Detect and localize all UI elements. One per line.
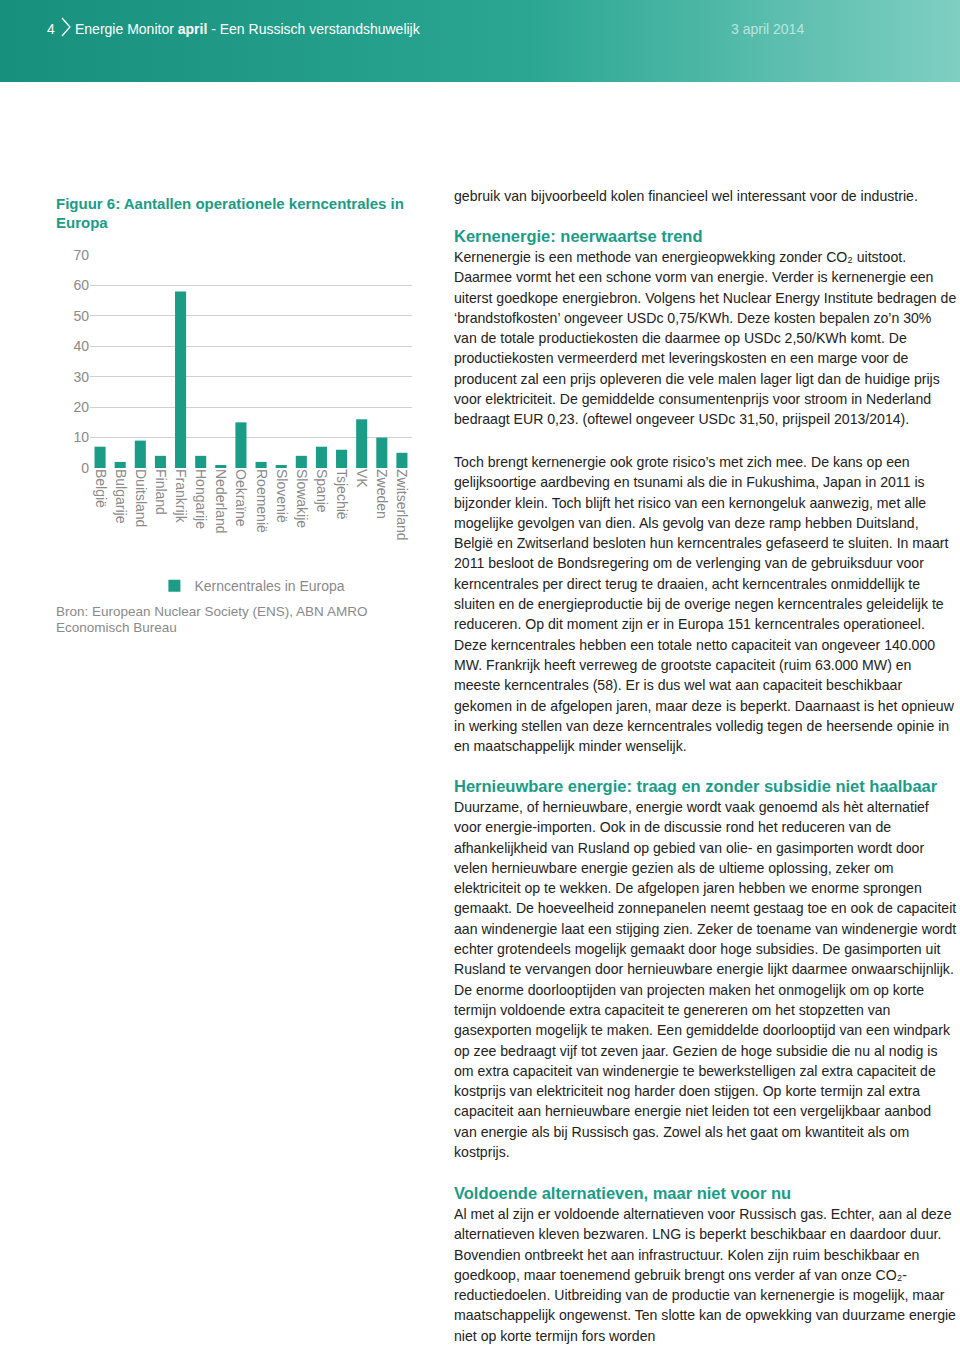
html-text:Hernieuwbare energie: traag en: Hernieuwbare energie: traag en zonder su…	[454, 777, 938, 795]
html-text:gebruik van bijvoorbeeld kolen: gebruik van bijvoorbeeld kolen financiee…	[454, 188, 918, 204]
svg-text:50: 50	[73, 308, 89, 324]
svg-text:Bulgarije: Bulgarije	[113, 469, 129, 524]
svg-text:Oekraïne: Oekraïne	[233, 469, 249, 527]
svg-text:60: 60	[73, 277, 89, 293]
svg-text:Hongarije: Hongarije	[193, 469, 209, 529]
svg-text:Duitsland: Duitsland	[133, 469, 149, 527]
svg-text:Finland: Finland	[153, 469, 169, 515]
html-text:Bron: European Nuclear Society: Bron: European Nuclear Society (ENS), AB…	[56, 604, 368, 635]
html-text:Energie Monitor april - Een Ru: Energie Monitor april - Een Russisch ver…	[75, 21, 420, 37]
svg-text:Roemenië: Roemenië	[254, 469, 270, 533]
svg-text:20: 20	[73, 399, 89, 415]
html-text:Figuur 6: Aantallen operatione: Figuur 6: Aantallen operationele kerncen…	[56, 195, 404, 231]
svg-text:70: 70	[73, 247, 89, 263]
svg-text:Zwitserland: Zwitserland	[394, 469, 410, 541]
svg-text:0: 0	[81, 460, 89, 476]
html-text:Duurzame, of hernieuwbare, ene: Duurzame, of hernieuwbare, energie wordt…	[454, 799, 957, 1160]
html-text:4: 4	[47, 21, 55, 37]
svg-text:Slowakije: Slowakije	[294, 469, 310, 528]
svg-text:Tsjechië: Tsjechië	[334, 469, 350, 520]
html-text:Voldoende alternatieven, maar: Voldoende alternatieven, maar niet voor …	[454, 1184, 792, 1202]
html-text:3 april 2014: 3 april 2014	[731, 21, 805, 37]
html-text:Kernenergie: neerwaartse trend: Kernenergie: neerwaartse trend	[454, 227, 703, 245]
svg-text:10: 10	[73, 429, 89, 445]
svg-text:30: 30	[73, 369, 89, 385]
svg-text:Kerncentrales in Europa: Kerncentrales in Europa	[194, 578, 344, 594]
svg-text:Spanje: Spanje	[314, 469, 330, 513]
svg-text:Frankrijk: Frankrijk	[173, 469, 189, 524]
svg-text:België: België	[93, 469, 109, 508]
svg-text:VK: VK	[354, 469, 370, 488]
html-text:Al met al zijn er voldoende al: Al met al zijn er voldoende alternatieve…	[454, 1206, 956, 1344]
svg-text:Zweden: Zweden	[374, 469, 390, 519]
html-text:Kernenergie is een methode van: Kernenergie is een methode van energieop…	[454, 249, 957, 428]
svg-text:40: 40	[73, 338, 89, 354]
html-text:Toch brengt kernenergie ook gr: Toch brengt kernenergie ook grote risico…	[454, 454, 954, 755]
svg-text:Nederland: Nederland	[213, 469, 229, 534]
svg-text:Slovenië: Slovenië	[274, 469, 290, 523]
